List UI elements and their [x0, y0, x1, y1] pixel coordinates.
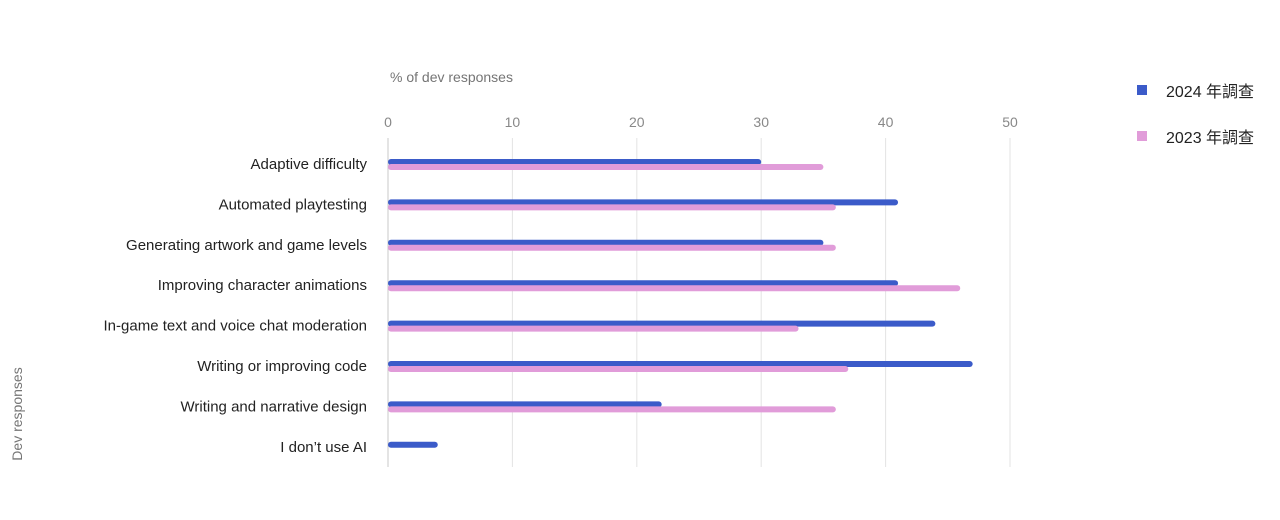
category-label-8: I don’t use AI — [280, 439, 367, 456]
bar-2024-7 — [388, 401, 662, 408]
bar-2023-6 — [388, 366, 849, 372]
bar-2023-1 — [388, 164, 824, 170]
x-tick-label-40: 40 — [878, 114, 894, 130]
legend-label-2023: 2023 年調查 — [1166, 130, 1255, 147]
x-tick-label-30: 30 — [753, 114, 769, 130]
bar-2024-3 — [388, 239, 824, 246]
bar-2024-5 — [388, 320, 936, 327]
bar-2023-7 — [388, 406, 836, 413]
bar-2023-4 — [388, 285, 961, 292]
bar-2024-2 — [388, 199, 899, 206]
bar-2024-6 — [388, 361, 973, 367]
bar-2023-3 — [388, 244, 836, 251]
category-label-5: In-game text and voice chat moderation — [104, 318, 367, 335]
legend-swatch-2024 — [1137, 85, 1147, 95]
category-label-3: Generating artwork and game levels — [126, 237, 367, 254]
x-tick-label-0: 0 — [384, 114, 392, 130]
x-tick-label-50: 50 — [1002, 114, 1018, 130]
bar-2024-8 — [388, 441, 438, 448]
legend: 2024 年調查 2023 年調查 — [1137, 78, 1277, 170]
category-label-1: Adaptive difficulty — [251, 156, 368, 173]
legend-item-2024[interactable]: 2024 年調查 — [1137, 78, 1277, 102]
y-axis-title: Dev responses — [9, 367, 25, 460]
bar-2023-5 — [388, 325, 799, 332]
bar-2023-2 — [388, 204, 836, 211]
category-label-6: Writing or improving code — [197, 358, 367, 375]
bar-2024-4 — [388, 280, 899, 287]
x-tick-label-10: 10 — [505, 114, 521, 130]
legend-item-2023[interactable]: 2023 年調查 — [1137, 124, 1277, 148]
category-label-7: Writing and narrative design — [181, 398, 368, 415]
x-tick-label-20: 20 — [629, 114, 645, 130]
category-label-2: Automated playtesting — [219, 196, 367, 213]
bar-2024-1 — [388, 159, 762, 165]
legend-label-2024: 2024 年調查 — [1166, 84, 1255, 101]
legend-swatch-2023 — [1137, 131, 1147, 141]
x-axis-title: % of dev responses — [390, 69, 513, 85]
category-label-4: Improving character animations — [158, 277, 367, 294]
